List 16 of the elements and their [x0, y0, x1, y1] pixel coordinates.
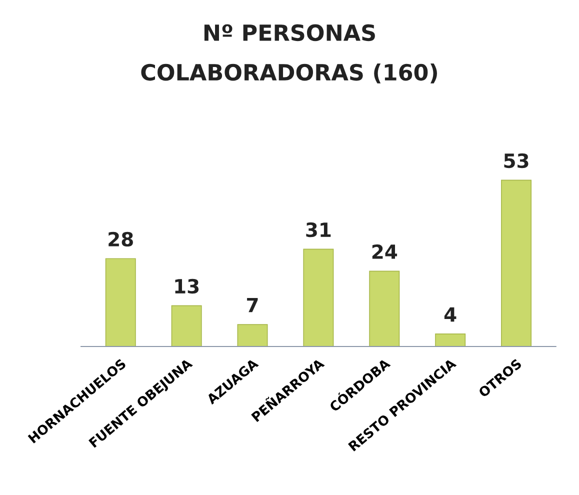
data-label: 28 — [108, 232, 133, 247]
chart-title: Nº PERSONAS — [204, 24, 375, 42]
bar — [501, 180, 532, 346]
bar — [237, 324, 268, 346]
bar — [303, 248, 334, 346]
bar — [171, 305, 202, 346]
bar — [369, 270, 400, 346]
bar — [435, 334, 466, 346]
bar — [105, 258, 136, 346]
data-label: 31 — [306, 222, 331, 238]
data-label: 13 — [175, 278, 199, 294]
data-label: 53 — [504, 153, 528, 168]
data-label: 4 — [444, 307, 456, 322]
data-label: 7 — [247, 298, 258, 312]
data-label: 24 — [372, 244, 398, 259]
chart-subtitle: COLABORADORAS (160) — [141, 64, 437, 84]
